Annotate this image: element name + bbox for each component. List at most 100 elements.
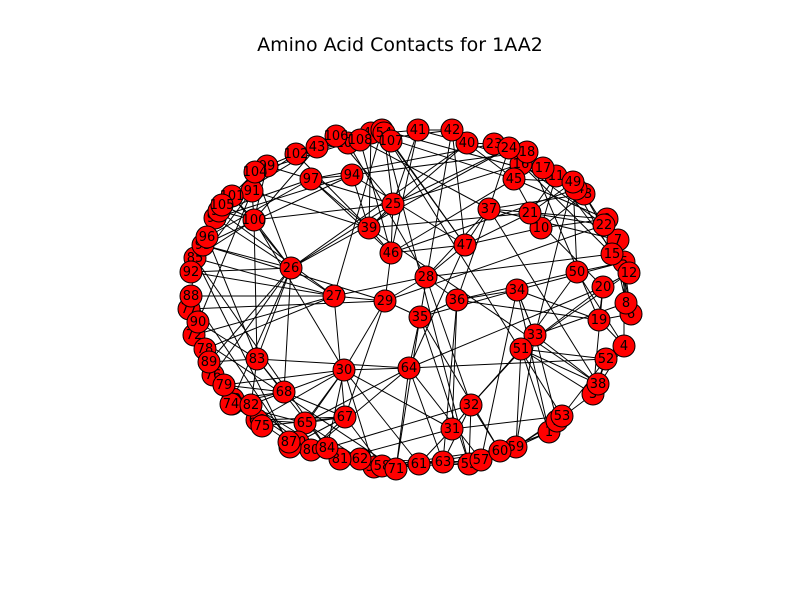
residue-node-label: 5 [620, 255, 628, 270]
residue-node-label: 104 [243, 165, 268, 180]
residue-node-circle [379, 241, 403, 265]
contact-edge [488, 208, 599, 385]
residue-node-circle [502, 167, 526, 191]
contact-edge [384, 224, 605, 302]
residue-node-circle [488, 439, 512, 463]
residue-node-circle [591, 275, 615, 299]
residue-node-108: 108 [348, 128, 372, 152]
contact-edge [516, 289, 600, 321]
residue-node-label: 4 [620, 339, 628, 354]
contact-edge [333, 276, 427, 297]
residue-node-circle [523, 323, 547, 347]
contact-edge [218, 210, 335, 297]
residue-node-75: 75 [250, 414, 274, 438]
residue-node-label: 17 [535, 161, 552, 176]
contact-edge [529, 212, 605, 226]
contact-edge [290, 203, 394, 269]
contact-edge [408, 286, 604, 369]
residue-node-21: 21 [518, 201, 542, 225]
residue-node-label: 36 [449, 293, 466, 308]
residue-node-label: 81 [332, 452, 349, 467]
residue-node-label: 87 [281, 435, 298, 450]
contact-edge [310, 178, 392, 254]
residue-node-label: 97 [303, 172, 320, 187]
contact-edge [190, 271, 335, 297]
contact-edge [513, 178, 608, 220]
residue-node-circle [242, 208, 266, 232]
residue-node-label: 6 [627, 307, 635, 322]
contact-edge [190, 267, 292, 273]
contact-edge [206, 178, 312, 238]
residue-node-label: 105 [210, 198, 235, 213]
residue-node-circle [592, 213, 616, 237]
contact-edge [197, 190, 253, 323]
residue-node-label: 22 [596, 218, 613, 233]
residue-node-32: 32 [459, 393, 483, 417]
residue-node-67: 67 [333, 405, 357, 429]
contact-edge [256, 267, 292, 360]
residue-node-label: 52 [598, 352, 615, 367]
contact-edge [202, 174, 353, 246]
contact-edge [188, 300, 386, 310]
residue-node-43: 43 [305, 135, 329, 159]
residue-node-22: 22 [592, 213, 616, 237]
contact-edge [480, 289, 518, 461]
contact-edge [202, 244, 292, 269]
residue-node-40: 40 [455, 131, 479, 155]
residue-node-82: 82 [239, 393, 263, 417]
residue-node-circle [459, 393, 483, 417]
contact-edge [343, 369, 453, 430]
residue-node-circle [243, 160, 267, 184]
residue-node-20: 20 [591, 275, 615, 299]
residue-node-label: 29 [377, 294, 394, 309]
residue-node-circle [600, 242, 624, 266]
residue-node-27: 27 [322, 284, 346, 308]
residue-node-label: 12 [621, 266, 638, 281]
residue-node-46: 46 [379, 241, 403, 265]
residue-node-label: 3 [589, 387, 597, 402]
contact-edge [390, 188, 577, 254]
residue-node-34: 34 [505, 278, 529, 302]
residue-node-circle [406, 118, 430, 142]
residue-node-label: 43 [309, 140, 326, 155]
residue-node-circle [565, 260, 589, 284]
residue-node-83: 83 [245, 347, 269, 371]
residue-node-circle [284, 142, 308, 166]
residue-node-label: 75 [254, 419, 271, 434]
residue-node-89: 89 [197, 350, 221, 374]
residue-node-label: 15 [604, 247, 621, 262]
contact-edge [425, 276, 472, 406]
residue-node-circle [612, 334, 636, 358]
residue-node-circle [594, 347, 618, 371]
residue-node-label: 64 [401, 361, 418, 376]
residue-node-circle [272, 380, 296, 404]
residue-node-104: 104 [243, 160, 268, 184]
residue-node-19: 19 [587, 308, 611, 332]
contact-edge [419, 289, 518, 318]
residue-node-circle [305, 135, 329, 159]
residue-node-circle [212, 373, 236, 397]
contact-edge [326, 404, 472, 449]
residue-node-circle [455, 131, 479, 155]
residue-node-25: 25 [381, 192, 405, 216]
residue-node-71: 71 [384, 457, 408, 481]
residue-node-label: 25 [385, 197, 402, 212]
residue-node-39: 39 [357, 216, 381, 240]
residue-node-102: 102 [284, 142, 308, 166]
residue-node-label: 33 [527, 328, 544, 343]
residue-node-97: 97 [299, 167, 323, 191]
contact-edge [395, 316, 421, 470]
residue-node-circle [440, 118, 464, 142]
residue-node-circle [315, 436, 339, 460]
residue-node-100: 100 [242, 208, 266, 232]
residue-node-circle [239, 393, 263, 417]
residue-node-label: 28 [418, 270, 435, 285]
residue-node-circle [505, 278, 529, 302]
residue-node-circle [348, 128, 372, 152]
residue-node-24: 24 [497, 136, 521, 160]
residue-node-47: 47 [453, 233, 477, 257]
contact-edge [206, 236, 258, 360]
residue-node-label: 40 [459, 136, 476, 151]
residue-node-label: 47 [457, 238, 474, 253]
residue-node-circle [179, 260, 203, 284]
